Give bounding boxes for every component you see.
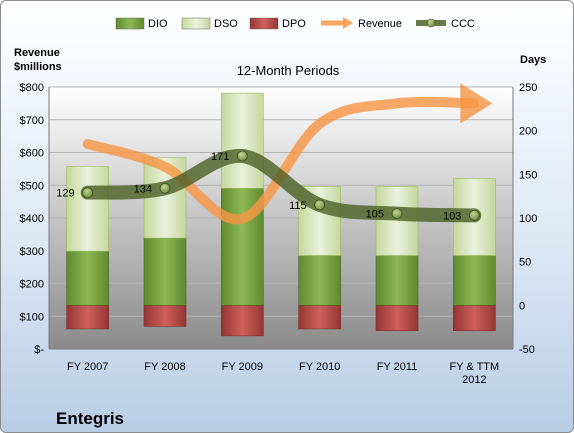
revenue-series <box>82 83 493 225</box>
right-tick-label: 250 <box>519 82 537 94</box>
legend-swatch-dpo <box>249 17 279 30</box>
revenue-arrowhead <box>460 83 493 124</box>
dpo-bar <box>453 305 496 331</box>
legend-label: DSO <box>214 18 238 30</box>
ccc-series: 129 134 171 115 105 103 <box>56 148 482 222</box>
left-tick-label: $800 <box>20 82 44 94</box>
right-tick-label: 50 <box>519 257 531 269</box>
legend: DIO DSO DPO Revenue CCC <box>115 17 475 30</box>
right-tick-label: 0 <box>519 300 525 312</box>
left-tick-label: $100 <box>20 311 44 323</box>
legend-label: DIO <box>148 18 168 30</box>
dio-bar <box>375 255 419 306</box>
ccc-data-label: 134 <box>134 183 152 195</box>
ccc-data-label: 129 <box>56 188 74 200</box>
dio-bar <box>66 250 109 306</box>
left-tick-label: $500 <box>20 180 44 192</box>
ccc-marker <box>314 199 326 211</box>
x-tick-label: FY 2009 <box>222 361 263 373</box>
left-tick-label: $400 <box>20 213 44 225</box>
dso-bar <box>66 166 109 252</box>
dpo-bar <box>143 305 187 327</box>
legend-label: Revenue <box>358 18 402 30</box>
revenue-line <box>82 96 480 225</box>
ccc-data-label: 103 <box>443 210 461 222</box>
x-tick-label: FY 2011 <box>377 361 418 373</box>
dio-bar <box>453 255 496 306</box>
dio-bar <box>143 237 187 306</box>
left-tick-label: $600 <box>20 148 44 160</box>
x-tick-label: FY & TTM <box>449 361 499 373</box>
x-tick-label: FY 2007 <box>67 361 108 373</box>
right-axis-title: Days <box>520 54 546 66</box>
ccc-marker <box>159 182 171 194</box>
ccc-data-label: 115 <box>289 200 307 212</box>
right-tick-label: 200 <box>519 126 537 138</box>
dpo-bar <box>66 305 109 330</box>
left-axis-title-line2: $millions <box>14 61 62 73</box>
ccc-data-label: 105 <box>366 209 384 221</box>
left-tick-label: $200 <box>20 279 44 291</box>
dio-bar <box>298 255 341 306</box>
ccc-marker <box>391 208 403 220</box>
ccc-marker <box>82 187 94 199</box>
legend-swatch-revenue-arrow <box>343 17 353 29</box>
right-tick-label: 150 <box>519 169 537 181</box>
x-tick-label: FY 2010 <box>299 361 340 373</box>
legend-swatch-ccc-marker <box>426 18 436 28</box>
legend-swatch-dio <box>115 17 145 30</box>
ccc-data-label: 171 <box>211 151 229 163</box>
left-tick-label: $300 <box>20 246 44 258</box>
dso-bar <box>221 92 264 189</box>
chart-title: 12-Month Periods <box>237 63 340 78</box>
axes: $- $100 $200 $300 $400 $500 $600 $700 $800 -50 0 50… <box>20 82 538 386</box>
x-tick-label: 2012 <box>462 374 486 386</box>
right-tick-label: 100 <box>519 213 537 225</box>
dpo-bar <box>298 305 341 330</box>
ccc-marker <box>468 209 480 221</box>
left-tick-label: $700 <box>20 115 44 127</box>
legend-label: CCC <box>451 18 475 30</box>
legend-label: DPO <box>282 18 306 30</box>
left-axis-title-line1: Revenue <box>14 47 60 59</box>
company-name: Entegris <box>56 409 124 428</box>
ccc-marker <box>236 150 248 162</box>
x-tick-label: FY 2008 <box>144 361 185 373</box>
dpo-bar <box>375 305 419 331</box>
legend-swatch-dso <box>181 17 211 30</box>
dpo-bar <box>221 305 264 337</box>
left-tick-label: $- <box>34 344 44 356</box>
right-tick-label: -50 <box>519 344 535 356</box>
